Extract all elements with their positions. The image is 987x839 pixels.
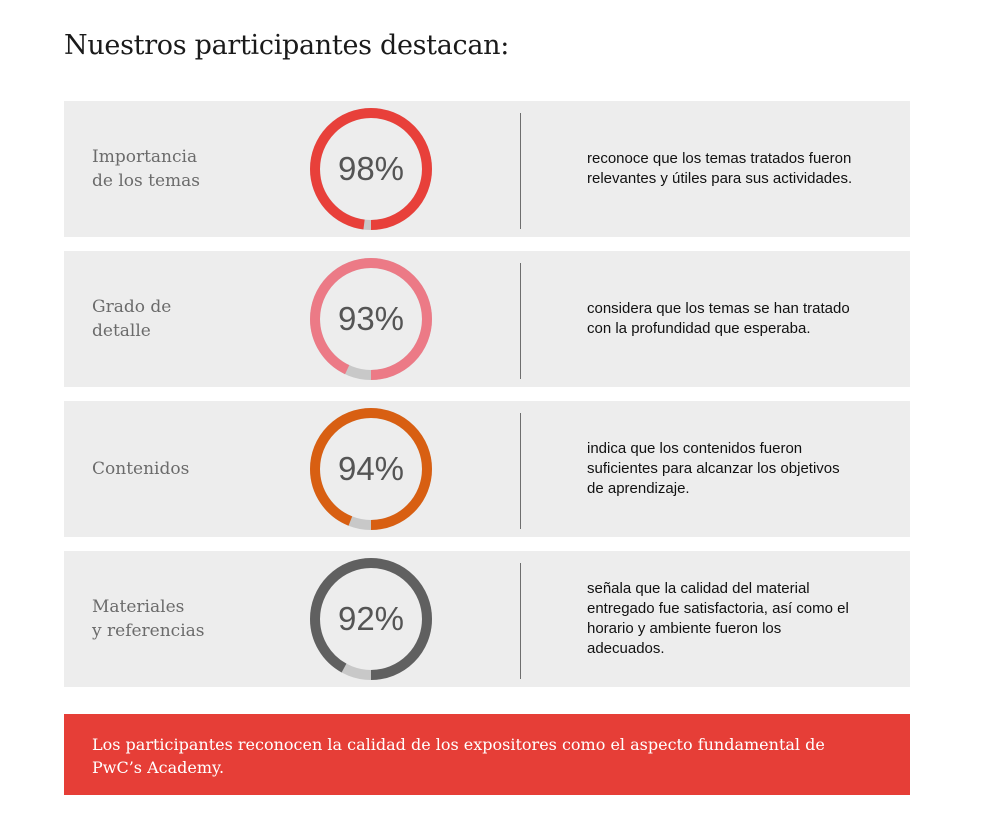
divider <box>520 563 521 679</box>
donut-arc <box>310 408 432 530</box>
page-title: Nuestros participantes destacan: <box>64 30 510 61</box>
donut-chart <box>309 257 433 381</box>
divider <box>520 263 521 379</box>
stat-label: Grado de detalle <box>92 297 172 341</box>
stat-row-importancia: Importancia de los temas 98% reconoce qu… <box>64 101 910 237</box>
stat-description: considera que los temas se han tratado c… <box>587 300 850 337</box>
divider <box>520 413 521 529</box>
stat-description: indica que los contenidos fueron suficie… <box>587 440 840 497</box>
divider <box>520 113 521 229</box>
stat-percentage: 92% <box>337 600 405 637</box>
stat-label: Contenidos <box>92 459 190 479</box>
donut-chart <box>309 557 433 681</box>
stat-row-materiales: Materiales y referencias 92% señala que … <box>64 551 910 687</box>
donut-arc <box>310 558 432 680</box>
stat-percentage: 98% <box>337 150 405 187</box>
stat-row-grado-de-detalle: Grado de detalle 93% considera que los t… <box>64 251 910 387</box>
highlight-banner: Los participantes reconocen la calidad d… <box>64 714 910 795</box>
banner-text: Los participantes reconocen la calidad d… <box>92 735 825 777</box>
stat-label: Materiales y referencias <box>92 597 205 641</box>
stat-description: reconoce que los temas tratados fueron r… <box>587 150 853 187</box>
donut-chart <box>309 407 433 531</box>
stat-percentage: 93% <box>337 300 405 337</box>
stat-description: señala que la calidad del material entre… <box>587 580 849 657</box>
stat-row-contenidos: Contenidos 94% indica que los contenidos… <box>64 401 910 537</box>
stat-percentage: 94% <box>337 450 405 487</box>
donut-arc <box>310 108 432 230</box>
donut-chart <box>309 107 433 231</box>
donut-arc <box>310 258 432 380</box>
stat-label: Importancia de los temas <box>92 147 201 191</box>
